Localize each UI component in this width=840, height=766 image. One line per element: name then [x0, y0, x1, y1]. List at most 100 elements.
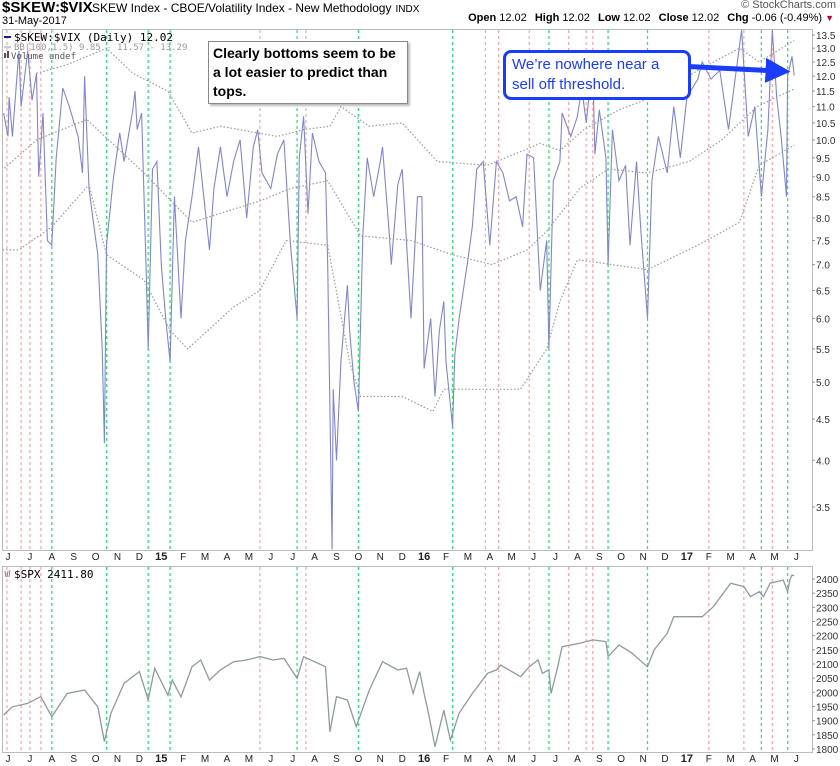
x-month-label: M — [201, 754, 209, 765]
high-value: 12.02 — [562, 12, 590, 24]
y-tick-label: 13.0 — [816, 44, 836, 55]
y-tick-label: 5.0 — [816, 378, 830, 389]
x-month-label: D — [136, 552, 143, 563]
x-month-label: J — [553, 754, 558, 765]
x-month-label: A — [574, 552, 581, 563]
x-month-label: F — [706, 754, 712, 765]
spx-line — [3, 574, 795, 747]
y-tick-label: 1950 — [816, 702, 839, 713]
y-tick-label: 1800 — [816, 745, 839, 756]
bollinger-band-upper — [36, 39, 795, 166]
close-value: 12.02 — [691, 12, 720, 24]
x-month-label: J — [290, 552, 295, 563]
legend-bb: BB(100,1.5) 9.85 - 11.57 - 13.29 — [14, 43, 187, 53]
x-month-label: A — [749, 552, 756, 563]
x-month-label: J — [794, 754, 799, 765]
x-month-label: M — [245, 552, 253, 563]
x-month-label: M — [508, 754, 516, 765]
x-month-label: N — [114, 754, 121, 765]
x-year-label: 17 — [681, 551, 693, 563]
brand-link[interactable]: © StockCharts.com — [741, 0, 836, 11]
x-month-label: J — [553, 552, 558, 563]
legend-spx: $SPX 2411.80 — [14, 568, 93, 581]
x-month-label: J — [531, 552, 536, 563]
low-value: 12.02 — [623, 12, 651, 24]
x-month-label: S — [70, 552, 77, 563]
x-month-label: D — [399, 552, 406, 563]
y-tick-label: 13.5 — [816, 31, 836, 42]
y-tick-label: 1900 — [816, 717, 839, 728]
y-tick-label: 12.5 — [816, 58, 836, 69]
x-month-label: M — [727, 552, 735, 563]
axes: 13.5 13.0 12.5 12.0 11.5 11.0 10.5 10.0 9.5 9.0 8.… — [6, 31, 839, 765]
x-month-label: N — [639, 754, 646, 765]
x-month-label: M — [770, 552, 778, 563]
x-month-label: N — [377, 754, 384, 765]
x-month-label: A — [311, 754, 318, 765]
bollinger-band-lower — [3, 144, 795, 413]
legend-volume: Volume undef — [11, 52, 76, 62]
x-month-label: D — [661, 552, 668, 563]
y-tick-label: 2200 — [816, 632, 839, 643]
y-tick-label: 2150 — [816, 646, 839, 657]
x-year-label: 17 — [681, 753, 693, 765]
x-month-label: S — [333, 754, 340, 765]
upper-legend: $SKEW:$VIX (Daily) 12.02 BB(100,1.5) 9.8… — [4, 31, 187, 62]
x-month-label: S — [333, 552, 340, 563]
x-year-label: 15 — [155, 551, 167, 563]
triangle-down-icon: ▼ — [825, 13, 834, 23]
x-month-label: A — [48, 754, 55, 765]
callout-arrow — [677, 57, 791, 83]
y-tick-label: 6.0 — [816, 315, 830, 326]
x-month-label: O — [92, 754, 100, 765]
high-label: High — [534, 12, 560, 24]
y-tick-label: 12.0 — [816, 72, 836, 83]
x-month-label: F — [443, 552, 449, 563]
x-month-label: N — [114, 552, 121, 563]
x-month-label: A — [574, 754, 581, 765]
chart-date: 31-May-2017 — [2, 15, 67, 27]
x-month-label: J — [27, 754, 32, 765]
annotation-threshold: We’re nowhere near a sell off threshold. — [503, 50, 691, 100]
close-label: Close — [658, 12, 689, 24]
x-month-label: J — [268, 754, 273, 765]
symbol-title: $SKEW:$VIX — [2, 0, 93, 16]
x-month-label: F — [443, 754, 449, 765]
description-text: SKEW Index - CBOE/Volatility Index - New… — [92, 1, 392, 15]
chart-type-icon — [4, 569, 11, 578]
y-tick-label: 10.0 — [816, 136, 836, 147]
y-tick-label: 2050 — [816, 674, 839, 685]
x-month-label: A — [311, 552, 318, 563]
y-tick-label: 2400 — [816, 575, 839, 586]
lower-panel-frame — [2, 566, 813, 753]
x-month-label: S — [70, 754, 77, 765]
x-month-label: O — [617, 552, 625, 563]
y-tick-label: 2100 — [816, 660, 839, 671]
open-label: Open — [468, 12, 497, 24]
y-tick-label: 2000 — [816, 688, 839, 699]
x-month-label: O — [355, 552, 363, 563]
chg-value: -0.06 (-0.49%) — [751, 12, 823, 24]
x-month-label: O — [355, 754, 363, 765]
x-month-label: D — [399, 754, 406, 765]
exchange: INDX — [395, 4, 420, 15]
symbol-description: SKEW Index - CBOE/Volatility Index - New… — [92, 1, 419, 15]
annotation-bottoms: Clearly bottoms seem to be a lot easier … — [208, 41, 408, 104]
x-month-label: A — [48, 552, 55, 563]
x-month-label: F — [180, 754, 186, 765]
x-month-label: S — [596, 552, 603, 563]
skew-vix-panel — [3, 30, 795, 550]
y-tick-label: 7.0 — [816, 261, 830, 272]
x-month-label: O — [617, 754, 625, 765]
x-month-label: D — [661, 754, 668, 765]
chg-label: Chg — [727, 12, 749, 24]
y-tick-label: 2250 — [816, 617, 839, 628]
x-month-label: M — [508, 552, 516, 563]
x-month-label: F — [706, 552, 712, 563]
y-tick-label: 5.5 — [816, 345, 830, 356]
y-tick-label: 7.5 — [816, 236, 830, 247]
x-month-label: M — [245, 754, 253, 765]
y-tick-label: 4.0 — [816, 456, 830, 467]
x-month-label: A — [486, 552, 493, 563]
